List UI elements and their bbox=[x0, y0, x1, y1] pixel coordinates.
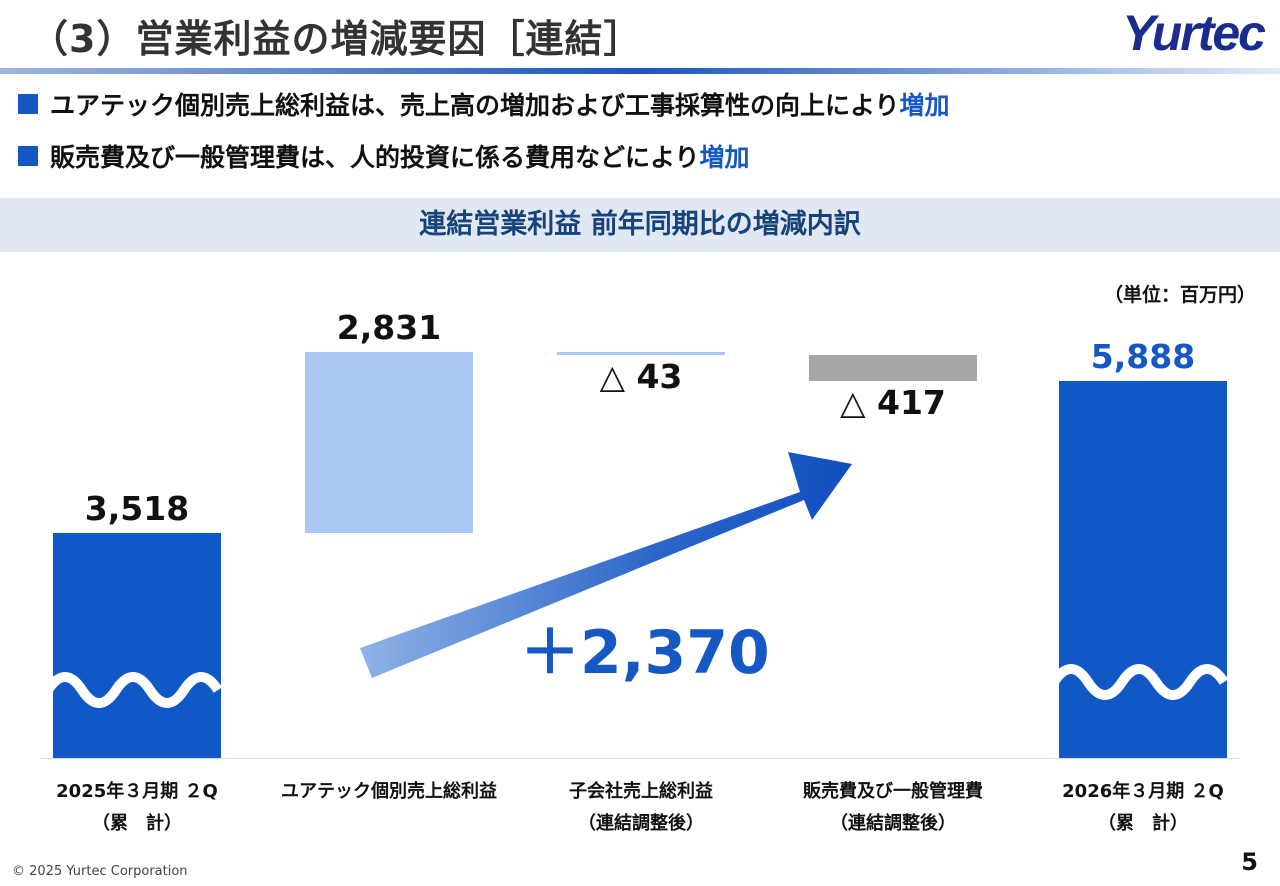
category-line1: 子会社売上総利益 bbox=[569, 781, 713, 802]
bar-3 bbox=[557, 352, 725, 355]
category-line1: 2025年３月期 ２Q bbox=[56, 781, 218, 802]
page-number: 5 bbox=[1241, 848, 1258, 876]
data-label: △ 43 bbox=[599, 357, 683, 396]
axis-break-wave-icon bbox=[43, 672, 223, 708]
bullet-2: 販売費及び一般管理費は、人的投資に係る費用などにより 増加 bbox=[18, 138, 750, 174]
category-label: 2025年３月期 ２Q （累 計） bbox=[17, 776, 257, 840]
category-line1: 販売費及び一般管理費 bbox=[803, 781, 983, 802]
square-bullet-icon bbox=[18, 146, 38, 166]
axis-break-wave-icon bbox=[1049, 664, 1229, 700]
category-label: 販売費及び一般管理費 （連結調整後） bbox=[773, 776, 1013, 840]
category-line2: （累 計） bbox=[92, 813, 182, 834]
category-line2: （連結調整後） bbox=[578, 813, 704, 834]
category-line2: （連結調整後） bbox=[830, 813, 956, 834]
page-title: （3）営業利益の増減要因［連結］ bbox=[30, 17, 643, 61]
category-line1: ユアテック個別売上総利益 bbox=[281, 781, 497, 802]
bar-1 bbox=[53, 533, 221, 758]
category-label: ユアテック個別売上総利益 bbox=[269, 776, 509, 808]
bullet-highlight: 増加 bbox=[699, 143, 750, 172]
bullet-text: ユアテック個別売上総利益は、売上高の増加および工事採算性の向上により bbox=[50, 91, 900, 120]
category-label: 子会社売上総利益 （連結調整後） bbox=[521, 776, 761, 840]
data-label: △ 417 bbox=[840, 383, 946, 423]
category-label: 2026年３月期 ２Q （累 計） bbox=[1023, 776, 1263, 840]
unit-label: （単位：百万円） bbox=[1103, 284, 1256, 306]
bar-4 bbox=[809, 354, 977, 382]
total-change-label: ＋2,370 bbox=[520, 618, 770, 688]
bullet-1: ユアテック個別売上総利益は、売上高の増加および工事採算性の向上により 増加 bbox=[18, 86, 950, 122]
bullet-highlight: 増加 bbox=[899, 91, 950, 120]
increase-arrow-icon bbox=[360, 452, 852, 678]
yurtec-logo: Yurtec bbox=[1122, 5, 1266, 61]
copyright: © 2025 Yurtec Corporation bbox=[12, 864, 188, 879]
data-label: 2,831 bbox=[336, 308, 442, 347]
bullet-text: 販売費及び一般管理費は、人的投資に係る費用などにより bbox=[50, 143, 700, 172]
category-line2: （累 計） bbox=[1098, 813, 1188, 834]
data-label: 3,518 bbox=[84, 489, 190, 528]
bar-2 bbox=[305, 352, 473, 533]
square-bullet-icon bbox=[18, 94, 38, 114]
category-line1: 2026年３月期 ２Q bbox=[1062, 781, 1224, 802]
bar-5 bbox=[1059, 381, 1227, 758]
title-divider bbox=[0, 68, 1280, 74]
data-label: 5,888 bbox=[1090, 337, 1196, 377]
chart-title: 連結営業利益 前年同期比の増減内訳 bbox=[0, 198, 1280, 252]
chart-baseline bbox=[40, 758, 1240, 759]
